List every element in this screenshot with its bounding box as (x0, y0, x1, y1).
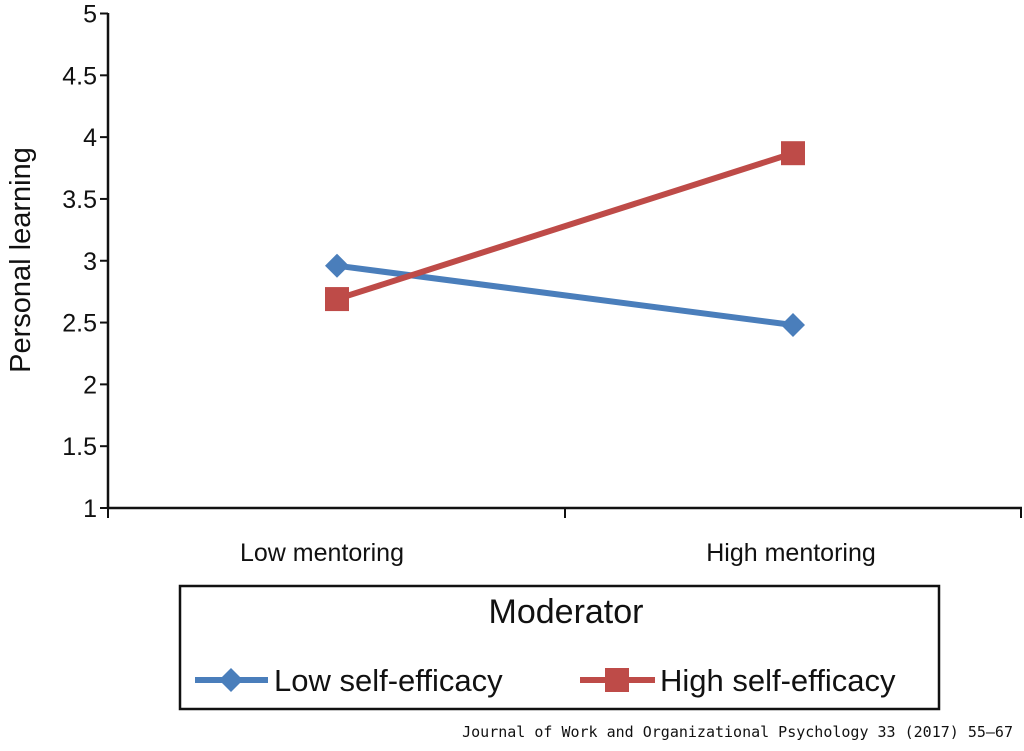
y-tick-label: 3.5 (62, 186, 97, 214)
x-category-label: Low mentoring (240, 539, 404, 567)
y-tick-label: 4 (83, 124, 97, 152)
legend-label-high: High self-efficacy (660, 663, 896, 698)
source-citation: Journal of Work and Organizational Psych… (462, 723, 1013, 741)
series-line (336, 150, 794, 302)
legend-box (178, 584, 941, 711)
y-tick-label: 5 (83, 1, 97, 29)
y-axis-label: Personal learning (5, 147, 37, 373)
diamond-marker (325, 253, 349, 278)
y-tick-label: 3 (83, 248, 97, 276)
square-marker (781, 141, 805, 166)
legend-square-icon (605, 668, 629, 692)
x-category-label: High mentoring (706, 539, 876, 567)
legend-diamond-icon (219, 668, 243, 692)
y-tick-label: 2.5 (62, 310, 97, 338)
y-tick-label: 4.5 (62, 62, 97, 90)
y-tick-label: 1 (83, 495, 97, 523)
axes (106, 13, 1022, 518)
legend-title: Moderator (489, 593, 644, 631)
square-marker (325, 287, 349, 312)
legend: Moderator Low self-efficacy High self-ef… (178, 584, 941, 711)
y-tick-label: 2 (83, 371, 97, 399)
diamond-marker (781, 313, 805, 338)
y-tick-label: 1.5 (62, 433, 97, 461)
legend-label-low: Low self-efficacy (274, 663, 503, 698)
